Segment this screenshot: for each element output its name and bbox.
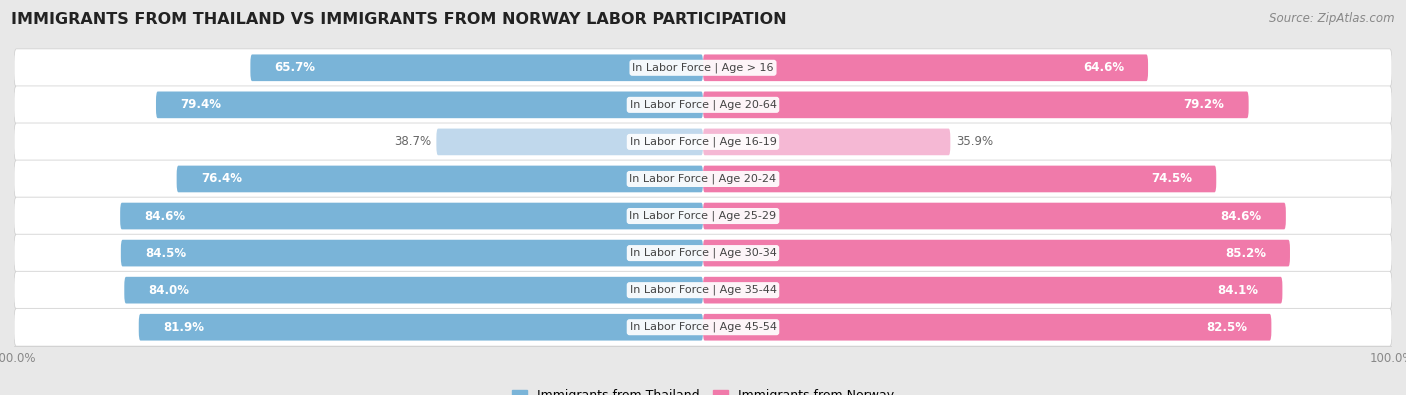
FancyBboxPatch shape xyxy=(120,203,703,229)
Text: In Labor Force | Age 45-54: In Labor Force | Age 45-54 xyxy=(630,322,776,333)
FancyBboxPatch shape xyxy=(703,166,1216,192)
FancyBboxPatch shape xyxy=(703,55,1149,81)
Text: 79.2%: 79.2% xyxy=(1184,98,1225,111)
FancyBboxPatch shape xyxy=(14,308,1392,346)
Text: In Labor Force | Age 25-29: In Labor Force | Age 25-29 xyxy=(630,211,776,221)
Text: 35.9%: 35.9% xyxy=(956,135,993,149)
FancyBboxPatch shape xyxy=(14,234,1392,272)
Text: 79.4%: 79.4% xyxy=(180,98,221,111)
FancyBboxPatch shape xyxy=(703,92,1249,118)
FancyBboxPatch shape xyxy=(703,128,950,155)
FancyBboxPatch shape xyxy=(703,277,1282,303)
FancyBboxPatch shape xyxy=(14,197,1392,235)
FancyBboxPatch shape xyxy=(14,160,1392,198)
FancyBboxPatch shape xyxy=(177,166,703,192)
Text: 85.2%: 85.2% xyxy=(1225,246,1265,260)
Text: Source: ZipAtlas.com: Source: ZipAtlas.com xyxy=(1270,12,1395,25)
Text: In Labor Force | Age 16-19: In Labor Force | Age 16-19 xyxy=(630,137,776,147)
Text: 76.4%: 76.4% xyxy=(201,173,242,186)
Text: In Labor Force | Age 30-34: In Labor Force | Age 30-34 xyxy=(630,248,776,258)
FancyBboxPatch shape xyxy=(436,128,703,155)
Text: In Labor Force | Age > 16: In Labor Force | Age > 16 xyxy=(633,62,773,73)
Text: 84.6%: 84.6% xyxy=(145,209,186,222)
Text: 81.9%: 81.9% xyxy=(163,321,204,334)
FancyBboxPatch shape xyxy=(14,123,1392,161)
Text: 84.0%: 84.0% xyxy=(149,284,190,297)
Text: IMMIGRANTS FROM THAILAND VS IMMIGRANTS FROM NORWAY LABOR PARTICIPATION: IMMIGRANTS FROM THAILAND VS IMMIGRANTS F… xyxy=(11,12,787,27)
Text: 64.6%: 64.6% xyxy=(1083,61,1123,74)
FancyBboxPatch shape xyxy=(14,271,1392,309)
FancyBboxPatch shape xyxy=(703,203,1286,229)
Text: 82.5%: 82.5% xyxy=(1206,321,1247,334)
Text: 65.7%: 65.7% xyxy=(274,61,315,74)
FancyBboxPatch shape xyxy=(156,92,703,118)
Text: 84.1%: 84.1% xyxy=(1218,284,1258,297)
FancyBboxPatch shape xyxy=(121,240,703,267)
Text: 84.5%: 84.5% xyxy=(145,246,186,260)
FancyBboxPatch shape xyxy=(250,55,703,81)
Text: 38.7%: 38.7% xyxy=(394,135,430,149)
FancyBboxPatch shape xyxy=(14,49,1392,87)
Text: In Labor Force | Age 20-64: In Labor Force | Age 20-64 xyxy=(630,100,776,110)
FancyBboxPatch shape xyxy=(124,277,703,303)
Legend: Immigrants from Thailand, Immigrants from Norway: Immigrants from Thailand, Immigrants fro… xyxy=(508,384,898,395)
FancyBboxPatch shape xyxy=(14,86,1392,124)
FancyBboxPatch shape xyxy=(703,314,1271,340)
Text: 84.6%: 84.6% xyxy=(1220,209,1261,222)
FancyBboxPatch shape xyxy=(139,314,703,340)
Text: In Labor Force | Age 35-44: In Labor Force | Age 35-44 xyxy=(630,285,776,295)
FancyBboxPatch shape xyxy=(703,240,1289,267)
Text: 74.5%: 74.5% xyxy=(1152,173,1192,186)
Text: In Labor Force | Age 20-24: In Labor Force | Age 20-24 xyxy=(630,174,776,184)
